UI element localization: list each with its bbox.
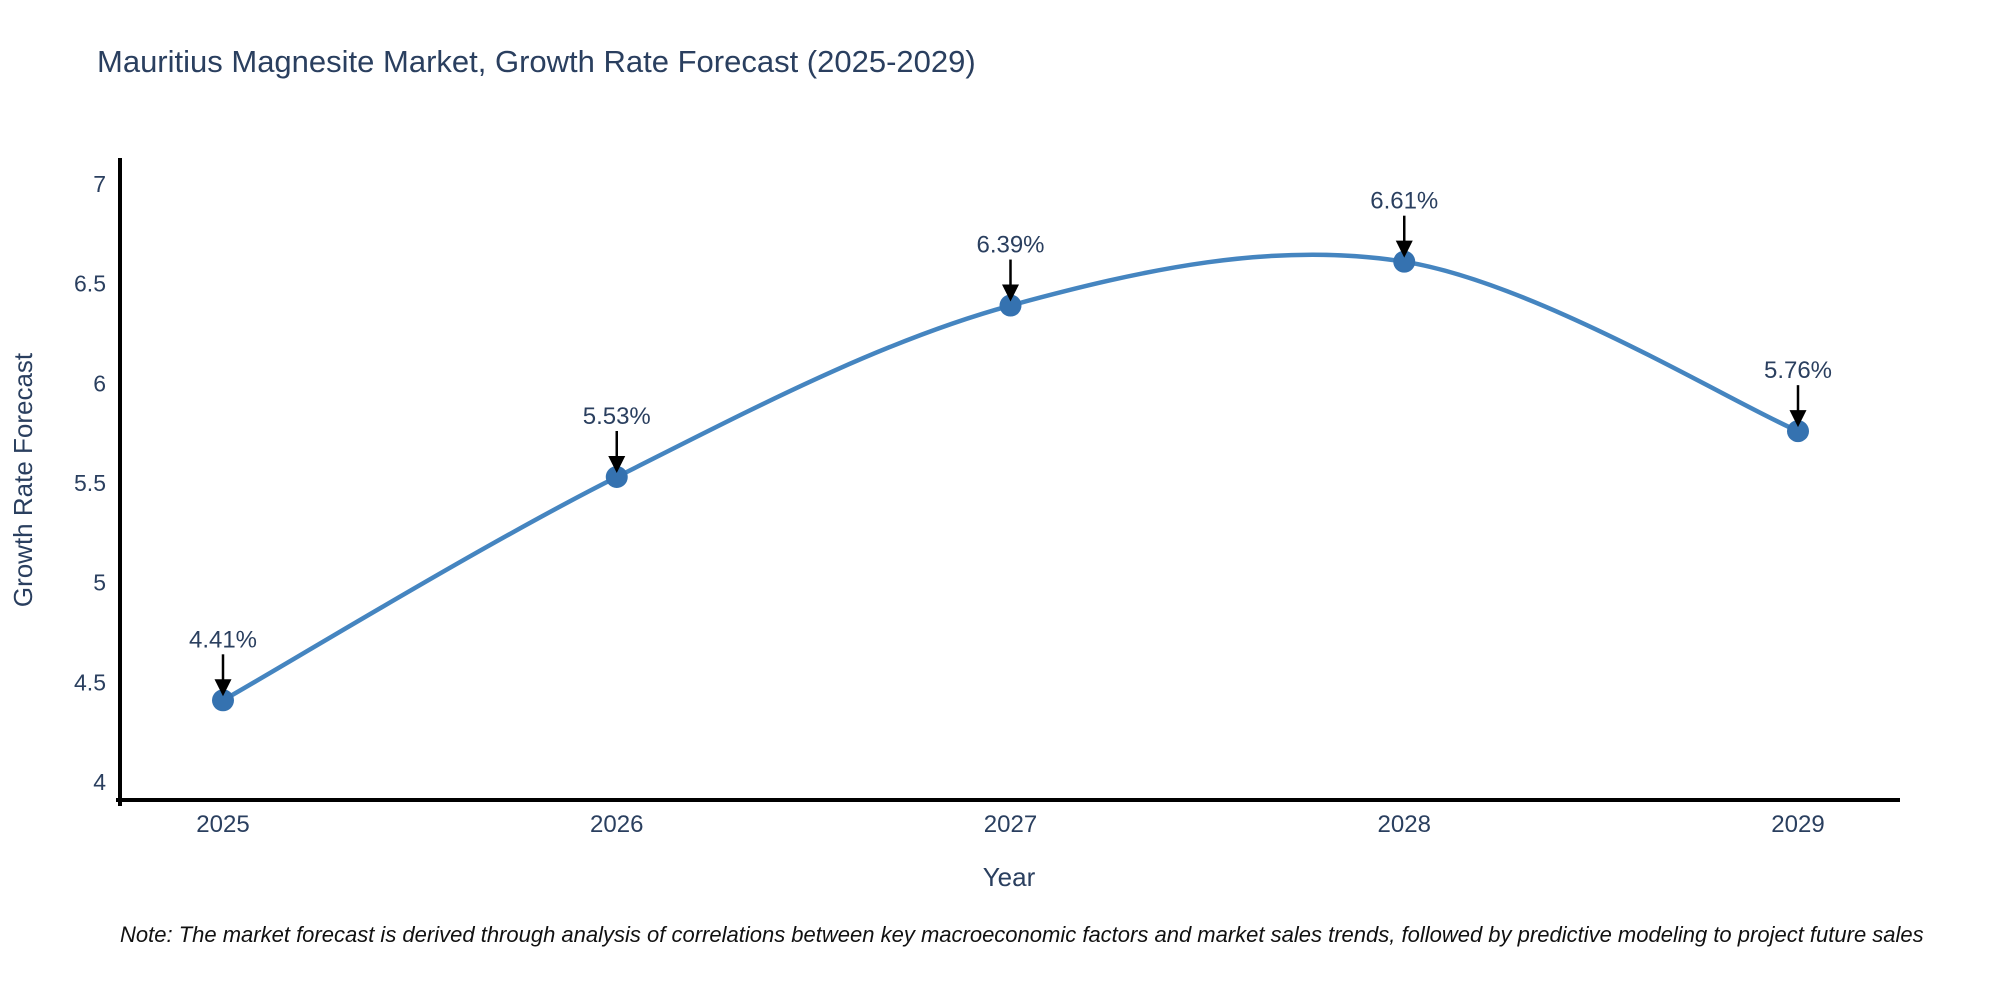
y-tick-label: 5.5 [74,470,106,496]
point-value-label: 5.53% [583,403,651,430]
point-value-label: 5.76% [1764,357,1832,384]
x-tick-label: 2026 [590,811,643,838]
data-point-marker[interactable] [1393,250,1416,273]
x-axis-title: Year [983,862,1036,892]
x-tick-label: 2028 [1378,811,1431,838]
point-value-label: 6.39% [976,232,1044,259]
annotation-arrowhead-icon [214,679,232,697]
line-series [212,250,1809,712]
series-line [220,252,1801,703]
x-tick-label: 2025 [196,811,249,838]
chart-footnote: Note: The market forecast is derived thr… [120,922,1924,947]
y-tick-label: 5 [93,570,106,596]
x-tick-label: 2027 [984,811,1037,838]
y-tick-label: 4.5 [74,669,106,695]
y-tick-label: 6.5 [74,271,106,297]
y-tick-label: 6 [93,370,106,396]
x-tick-label: 2029 [1771,811,1824,838]
y-axis-title: Growth Rate Forecast [8,352,38,607]
chart-title: Mauritius Magnesite Market, Growth Rate … [97,44,976,79]
point-value-label: 4.41% [189,626,257,653]
x-axis-ticks: 2025 2026 2027 2028 2029 [196,811,1824,838]
y-tick-label: 7 [93,171,106,197]
data-point-marker[interactable] [1787,420,1809,443]
data-point-marker[interactable] [212,689,234,712]
y-tick-label: 4 [93,769,106,795]
annotation-arrowhead-icon [1395,240,1413,258]
point-annotations: 4.41% 5.53% 6.39% 6.61% 5.76% [189,188,1832,697]
annotation-arrowhead-icon [1002,284,1019,302]
data-point-marker[interactable] [605,466,628,489]
data-point-marker[interactable] [999,294,1022,317]
annotation-arrowhead-icon [608,456,626,474]
annotation-arrowhead-icon [1789,410,1807,428]
point-value-label: 6.61% [1370,188,1438,215]
y-axis-ticks: 4 4.5 5 5.5 6 6.5 7 [74,171,106,795]
